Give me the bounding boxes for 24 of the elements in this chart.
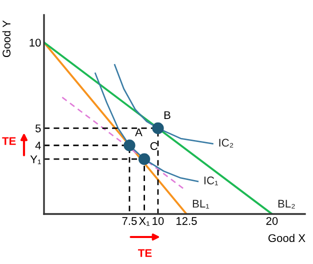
annotation: B — [164, 111, 170, 119]
point — [138, 153, 150, 165]
y-tick-label: 4 — [35, 142, 41, 150]
series-label: IC₁ — [204, 176, 218, 186]
y-tick-label: 5 — [35, 124, 41, 132]
x-axis-title: Good X — [268, 234, 306, 242]
series-label: BL₁ — [192, 200, 210, 208]
x-tick-label: X₁ — [138, 217, 150, 226]
x-tick-label: 12.5 — [176, 217, 197, 225]
x-tick-label: 10 — [152, 217, 164, 225]
text: TE — [2, 137, 16, 145]
x-tick-label: 7.5 — [122, 217, 137, 225]
x-tick-label: 20 — [266, 217, 278, 225]
point — [124, 140, 136, 152]
series-label: IC₂ — [219, 138, 234, 148]
y-tick-label: 10 — [30, 38, 41, 47]
annotation: A — [135, 128, 142, 136]
point — [152, 122, 164, 134]
annotation: C — [150, 142, 158, 150]
y-tick-label: Y₁ — [30, 155, 41, 164]
series-label: BL₂ — [278, 200, 295, 208]
line-series — [94, 72, 199, 182]
y-axis-title: Good Y — [2, 20, 10, 58]
text: TE — [138, 249, 152, 257]
